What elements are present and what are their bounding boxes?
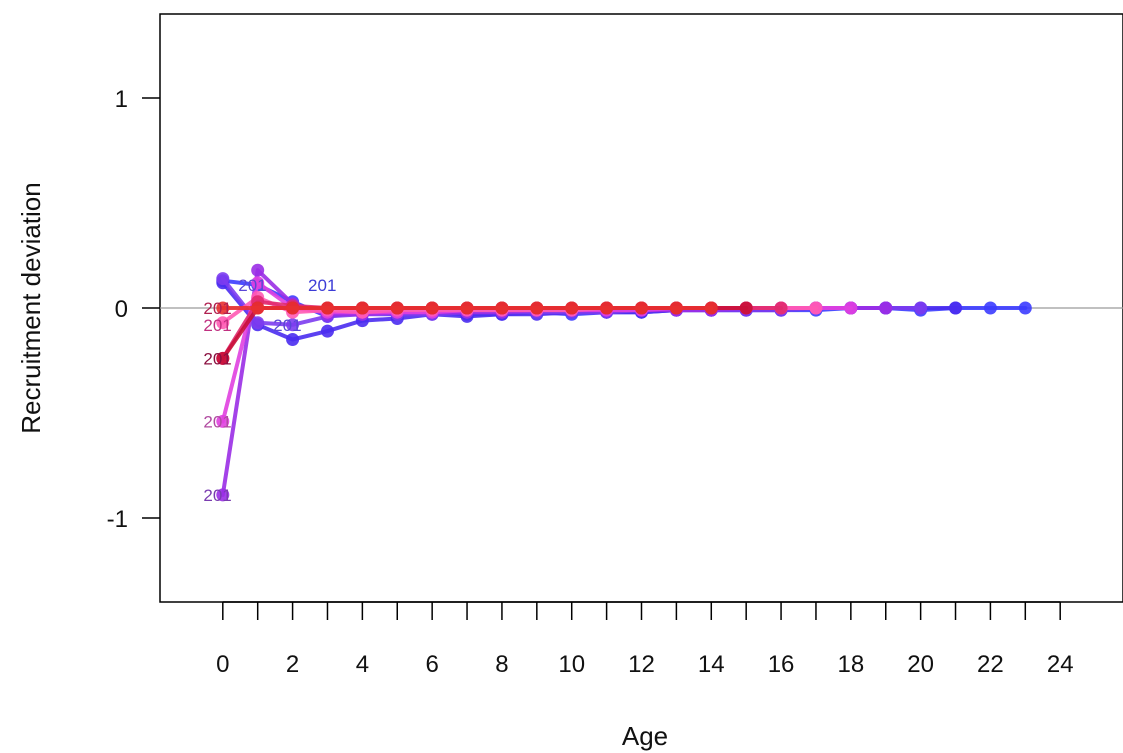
x-tick-label: 12 bbox=[628, 651, 655, 678]
series-point bbox=[216, 272, 230, 286]
series-point bbox=[251, 301, 265, 315]
series-point bbox=[320, 324, 334, 338]
x-tick-label: 14 bbox=[698, 651, 725, 678]
series-year-label: 201 bbox=[203, 349, 231, 368]
series-point bbox=[879, 301, 893, 315]
series-point bbox=[216, 301, 230, 315]
x-tick-label: 6 bbox=[425, 651, 438, 678]
series-point bbox=[844, 301, 858, 315]
series-point bbox=[216, 351, 230, 365]
series-point bbox=[565, 301, 579, 315]
series-point bbox=[914, 301, 928, 315]
series-point bbox=[390, 301, 404, 315]
series-year-label: 201 bbox=[203, 486, 231, 505]
series-point bbox=[495, 301, 509, 315]
series-year-label: 201 bbox=[203, 412, 231, 431]
series-point bbox=[251, 276, 265, 290]
series-point bbox=[983, 301, 997, 315]
series-point bbox=[251, 263, 265, 277]
y-tick-label: 1 bbox=[115, 86, 128, 113]
series-year-label: 201 bbox=[203, 316, 231, 335]
x-tick-label: 2 bbox=[286, 651, 299, 678]
series-point bbox=[216, 488, 230, 502]
series-point bbox=[774, 301, 788, 315]
series-point bbox=[286, 318, 300, 332]
series-point bbox=[530, 301, 544, 315]
series-point bbox=[809, 301, 823, 315]
series-layer bbox=[216, 263, 1032, 502]
series-point bbox=[251, 316, 265, 330]
series-point bbox=[704, 301, 718, 315]
series-point bbox=[949, 301, 963, 315]
series-point bbox=[739, 301, 753, 315]
series-point bbox=[600, 301, 614, 315]
series-year-label: 201 bbox=[238, 276, 266, 295]
x-tick-label: 10 bbox=[558, 651, 585, 678]
x-axis-title: Age bbox=[622, 721, 668, 751]
x-tick-label: 16 bbox=[768, 651, 795, 678]
y-axis-title: Recruitment deviation bbox=[16, 182, 46, 433]
x-tick-label: 4 bbox=[356, 651, 369, 678]
series-point bbox=[286, 333, 300, 346]
series-point bbox=[216, 316, 230, 330]
x-tick-label: 0 bbox=[216, 651, 229, 678]
series-point bbox=[460, 301, 474, 315]
y-tick-label: 0 bbox=[115, 296, 128, 323]
series-year-label: 201 bbox=[273, 316, 301, 335]
x-tick-label: 24 bbox=[1047, 651, 1074, 678]
series-point bbox=[669, 301, 683, 315]
x-tick-label: 22 bbox=[977, 651, 1004, 678]
series-year-label: 201 bbox=[203, 299, 231, 318]
series-point bbox=[635, 301, 648, 315]
series-point bbox=[425, 301, 439, 315]
series-point bbox=[355, 301, 369, 315]
series-point bbox=[1018, 301, 1032, 315]
x-tick-label: 8 bbox=[495, 651, 508, 678]
series-point bbox=[320, 301, 334, 315]
y-tick-label: -1 bbox=[107, 506, 128, 533]
x-tick-label: 20 bbox=[907, 651, 934, 678]
series-point bbox=[216, 414, 230, 428]
series-year-label: 201 bbox=[308, 276, 336, 295]
axis-layer: 0 2 4 6 8 10 12 14 16 18 20 22 24-101 bbox=[107, 86, 1074, 678]
x-tick-label: 18 bbox=[837, 651, 864, 678]
series-point bbox=[286, 301, 300, 315]
